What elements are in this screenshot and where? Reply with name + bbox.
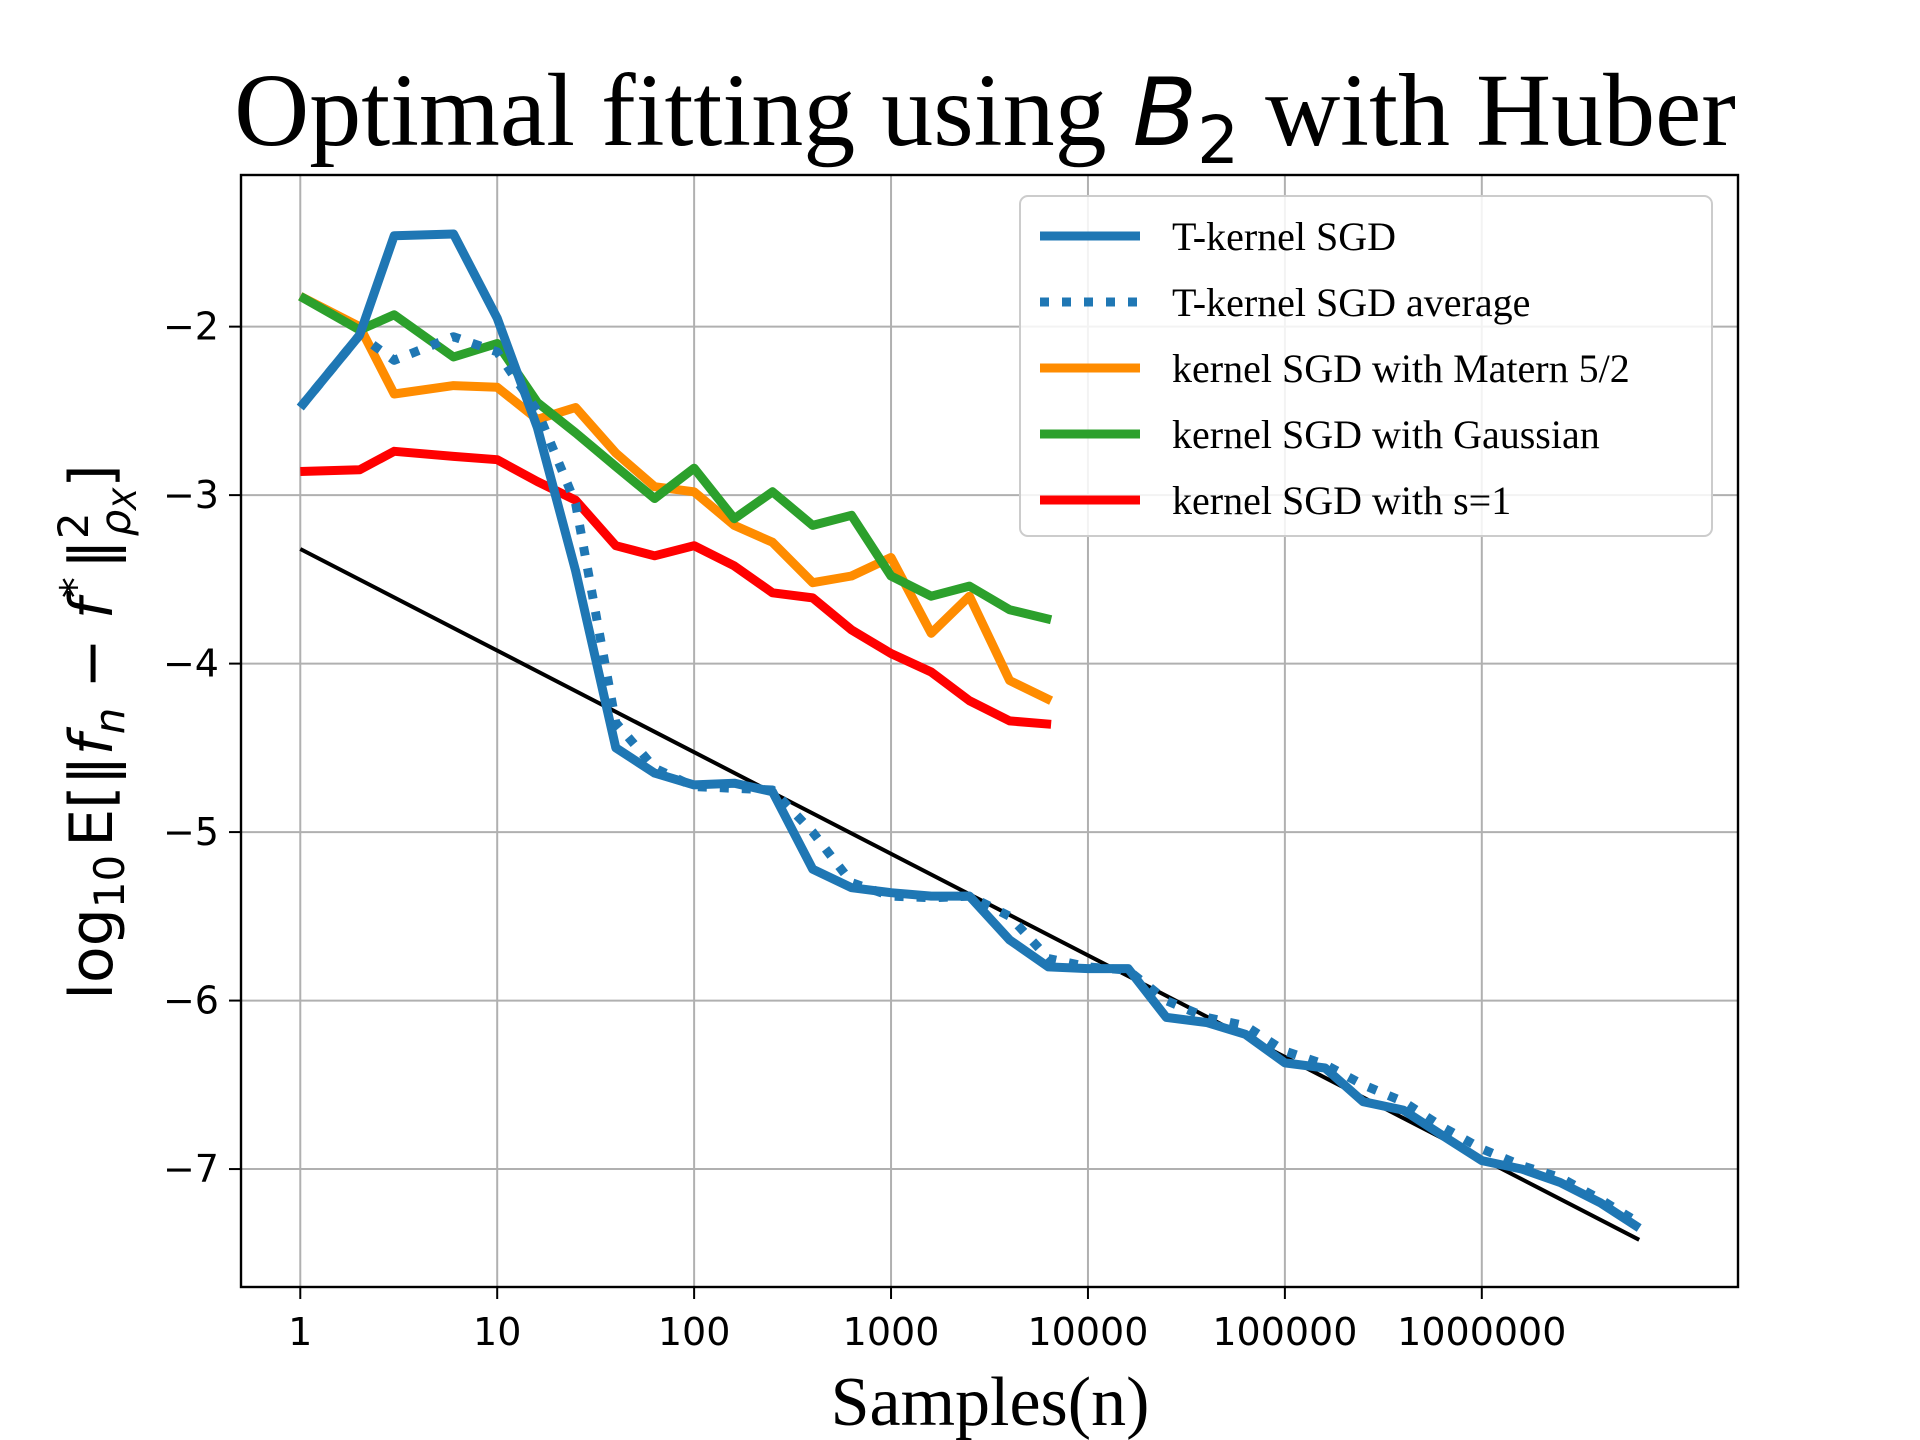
legend-label: kernel SGD with Gaussian bbox=[1172, 412, 1600, 457]
x-tick-label: 10000 bbox=[1028, 1310, 1149, 1354]
legend-label: kernel SGD with Matern 5/2 bbox=[1172, 346, 1630, 391]
y-tick-label: −7 bbox=[163, 1147, 219, 1191]
chart-title-prefix: Optimal fitting using bbox=[234, 53, 1132, 168]
y-label-log-sub: 10 bbox=[85, 855, 134, 908]
y-tick-label: −5 bbox=[163, 810, 219, 854]
chart-title-suffix: with Huber bbox=[1239, 53, 1736, 168]
y-tick-label: −3 bbox=[163, 473, 219, 517]
y-tick-label: −6 bbox=[163, 979, 219, 1023]
y-label-bracket-close: ] bbox=[57, 464, 127, 487]
y-label-rho-sub: X bbox=[106, 487, 144, 512]
legend: T-kernel SGD T-kernel SGD average kernel S… bbox=[1019, 195, 1713, 537]
y-label-e: E bbox=[57, 809, 127, 847]
series-layer bbox=[296, 229, 1642, 1242]
x-tick-label: 1000 bbox=[843, 1310, 940, 1354]
series-line-3 bbox=[298, 292, 1053, 625]
y-tick-label: −2 bbox=[163, 305, 219, 349]
y-label-norm-close: ‖ bbox=[57, 539, 127, 569]
plot-frame bbox=[239, 173, 1740, 1289]
chart-title-math: B bbox=[1133, 59, 1198, 168]
series-line-4 bbox=[300, 446, 1052, 729]
y-label-rho: ρ bbox=[91, 509, 140, 536]
y-tick-label: −4 bbox=[163, 642, 219, 686]
chart-title-math-subscript: 2 bbox=[1197, 102, 1239, 179]
legend-box bbox=[1019, 195, 1713, 537]
y-label-log: log bbox=[57, 908, 127, 999]
x-tick-label: 1 bbox=[288, 1310, 312, 1354]
legend-label: T-kernel SGD average bbox=[1172, 280, 1530, 325]
x-tick-label: 1000000 bbox=[1397, 1310, 1566, 1354]
series-line-0 bbox=[296, 229, 1642, 1232]
y-axis-label: log10E[‖fn − f*‖2ρX] bbox=[49, 464, 144, 999]
x-axis-label: Samples(n) bbox=[831, 1364, 1150, 1440]
chart-title: Optimal fitting using B2 with Huber bbox=[234, 53, 1736, 179]
legend-label: T-kernel SGD bbox=[1172, 214, 1396, 259]
y-label-sq: 2 bbox=[49, 512, 98, 539]
y-label-f-sub: n bbox=[85, 708, 134, 735]
x-tick-label: 100000 bbox=[1212, 1310, 1357, 1354]
x-tick-label: 10 bbox=[473, 1310, 521, 1354]
y-label-norm-open: ‖ bbox=[57, 755, 127, 785]
x-tick-label: 100 bbox=[658, 1310, 731, 1354]
y-label-star: * bbox=[51, 577, 100, 598]
legend-items: T-kernel SGD T-kernel SGD average kernel S… bbox=[1040, 214, 1630, 523]
y-label-bracket-open: [ bbox=[57, 785, 127, 808]
grid-lines bbox=[241, 175, 1738, 1287]
axis-ticks: 1 10 100 1000 10000 100000 1000000 −2 −3 −4 −5 −6 −7 bbox=[163, 305, 1566, 1354]
series-line-2 bbox=[298, 292, 1054, 705]
y-label-minus: − bbox=[57, 619, 127, 707]
legend-label: kernel SGD with s=1 bbox=[1172, 478, 1511, 523]
